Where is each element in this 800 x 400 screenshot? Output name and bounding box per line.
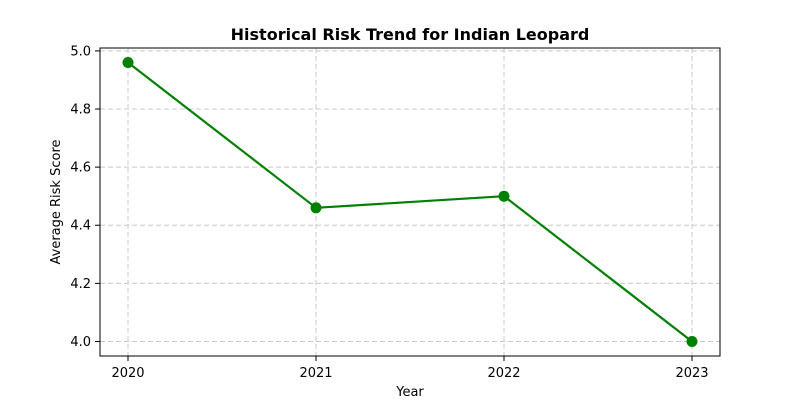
x-axis-label: Year <box>395 385 424 400</box>
data-point <box>498 190 510 202</box>
y-tick-label: 4.0 <box>70 335 91 350</box>
series-line <box>127 61 693 343</box>
axes-layer: 2020 2021 2022 2023 4.0 4.2 4.4 4.6 4.8 5.0 <box>70 44 721 381</box>
y-tick-label: 4.4 <box>70 219 91 234</box>
data-point <box>310 202 322 214</box>
y-tick-label: 4.8 <box>70 103 91 118</box>
chart-title: Historical Risk Trend for Indian Leopard <box>231 25 590 44</box>
x-tick-label: 2023 <box>675 366 708 381</box>
data-point <box>686 335 698 347</box>
x-tick-label: 2021 <box>299 366 332 381</box>
x-tick-label: 2020 <box>111 366 144 381</box>
y-axis-label: Average Risk Score <box>49 139 64 264</box>
series-layer <box>122 57 698 347</box>
y-tick-label: 5.0 <box>70 44 91 59</box>
y-tick-label: 4.2 <box>70 277 91 292</box>
y-tick-label: 4.6 <box>70 161 91 176</box>
x-tick-label: 2022 <box>487 366 520 381</box>
data-point <box>122 57 134 69</box>
plot-frame <box>99 47 721 357</box>
